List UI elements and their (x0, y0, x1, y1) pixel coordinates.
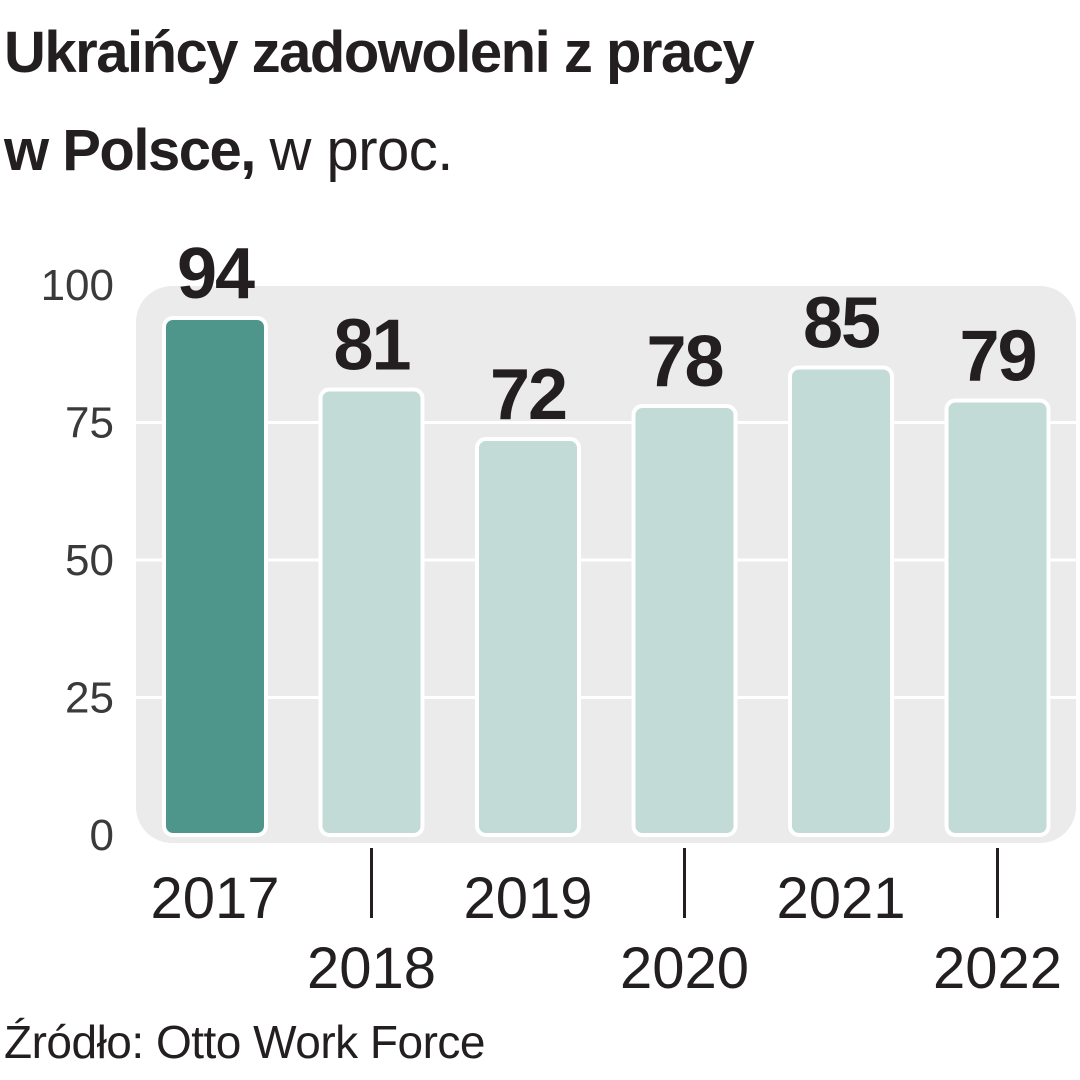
x-tick-label-2020: 2020 (620, 936, 749, 1001)
title-line-1: Ukraińcy zadowoleni z pracy (4, 20, 755, 85)
plot-panel (136, 286, 1076, 843)
value-label-2017: 94 (177, 234, 255, 314)
source-note: Źródło: Otto Work Force (4, 1016, 486, 1068)
x-tick-label-2017: 2017 (150, 866, 279, 931)
y-tick-label: 25 (65, 674, 114, 723)
bar-2019 (475, 437, 581, 837)
y-tick-label: 75 (65, 399, 114, 448)
value-label-2022: 79 (959, 317, 1035, 397)
y-tick-label: 100 (41, 261, 114, 310)
bar-2018 (318, 387, 425, 837)
y-tick-label: 50 (65, 536, 114, 585)
bar-chart: 0 25 50 75 100 94 81 72 78 85 79 2017 2018 2019 2020 20… (41, 234, 1076, 1001)
x-tick-label-2019: 2019 (463, 866, 592, 931)
x-tick-label-2022: 2022 (933, 936, 1062, 1001)
bar-2022 (944, 398, 1051, 837)
title-unit: w proc. (269, 118, 453, 183)
title-line-2: w Polsce, (4, 118, 256, 183)
y-tick-label: 0 (90, 811, 114, 860)
bar-2020 (631, 404, 738, 837)
value-label-2019: 72 (490, 355, 566, 435)
bar-2021 (788, 365, 894, 837)
value-label-2018: 81 (333, 306, 410, 386)
x-tick-label-2021: 2021 (776, 866, 905, 931)
chart-title: Ukraińcy zadowoleni z pracy w Polsce, w p… (4, 4, 755, 200)
value-label-2021: 85 (803, 284, 880, 364)
x-tick-label-2018: 2018 (307, 936, 436, 1001)
bar-2017 (162, 316, 268, 837)
value-label-2020: 78 (646, 322, 722, 402)
